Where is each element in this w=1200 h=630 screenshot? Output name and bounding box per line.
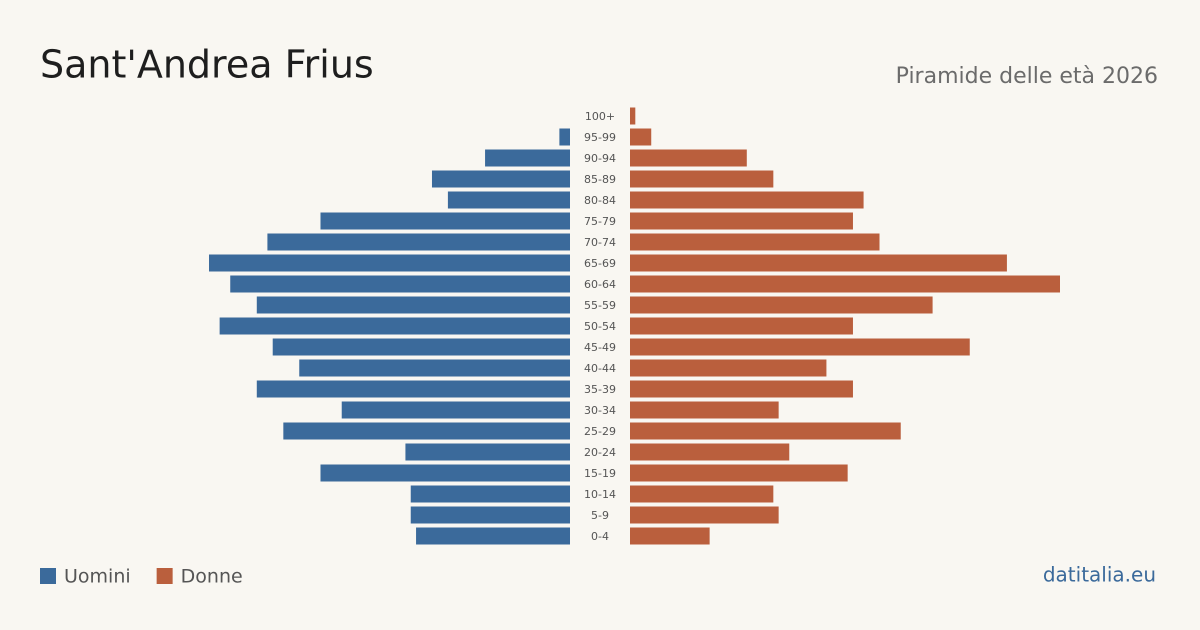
legend-swatch	[40, 568, 56, 584]
bar-female	[630, 191, 864, 209]
source: datitalia.eu	[1043, 563, 1156, 587]
bar-female	[630, 485, 774, 503]
bar-male	[410, 485, 570, 503]
bar-female	[630, 128, 652, 146]
bar-female	[630, 506, 779, 524]
bar-female	[630, 149, 747, 167]
age-label: 70-74	[584, 236, 616, 249]
bar-female	[630, 359, 827, 377]
bar-male	[219, 317, 570, 335]
age-label: 60-64	[584, 278, 616, 291]
age-label: 75-79	[584, 215, 616, 228]
bar-male	[447, 191, 570, 209]
bar-female	[630, 338, 970, 356]
bar-male	[267, 233, 570, 251]
bar-male	[283, 422, 570, 440]
legend-label: Donne	[181, 566, 243, 588]
age-label: 10-14	[584, 488, 616, 501]
bar-female	[630, 527, 710, 545]
age-label: 40-44	[584, 362, 616, 375]
bar-female	[630, 422, 901, 440]
age-label: 35-39	[584, 383, 616, 396]
age-label: 5-9	[591, 509, 609, 522]
age-label: 55-59	[584, 299, 616, 312]
bar-female	[630, 212, 853, 230]
bar-female	[630, 401, 779, 419]
bar-male	[485, 149, 570, 167]
bar-female	[630, 254, 1007, 272]
legend-swatch	[156, 568, 173, 584]
age-label: 50-54	[584, 320, 616, 333]
age-label: 0-4	[591, 530, 609, 543]
bar-female	[630, 107, 636, 125]
bar-female	[630, 464, 848, 482]
age-label: 25-29	[584, 425, 616, 438]
bar-male	[256, 380, 570, 398]
age-label: 65-69	[584, 257, 616, 270]
age-label: 30-34	[584, 404, 616, 417]
bar-male	[410, 506, 570, 524]
bar-male	[559, 128, 570, 146]
bar-male	[320, 212, 570, 230]
bar-male	[431, 170, 570, 188]
bar-male	[256, 296, 570, 314]
age-label: 100+	[585, 110, 615, 123]
bar-female	[630, 380, 853, 398]
bar-male	[209, 254, 571, 272]
age-label: 95-99	[584, 131, 616, 144]
chart-title: Sant'Andrea Frius	[40, 43, 374, 87]
bar-female	[630, 233, 880, 251]
bar-male	[299, 359, 570, 377]
bar-male	[272, 338, 570, 356]
age-label: 80-84	[584, 194, 616, 207]
bar-male	[341, 401, 570, 419]
age-label: 90-94	[584, 152, 616, 165]
legend-label: Uomini	[64, 566, 131, 588]
bar-female	[630, 275, 1060, 293]
age-label: 20-24	[584, 446, 616, 459]
bar-male	[416, 527, 570, 545]
bar-female	[630, 296, 933, 314]
age-label: 45-49	[584, 341, 616, 354]
bar-female	[630, 317, 853, 335]
chart-subtitle: Piramide delle età 2026	[896, 64, 1158, 89]
bar-male	[230, 275, 570, 293]
bar-female	[630, 443, 790, 461]
age-label: 15-19	[584, 467, 616, 480]
bar-female	[630, 170, 774, 188]
bar-male	[320, 464, 570, 482]
bar-male	[405, 443, 570, 461]
age-label: 85-89	[584, 173, 616, 186]
